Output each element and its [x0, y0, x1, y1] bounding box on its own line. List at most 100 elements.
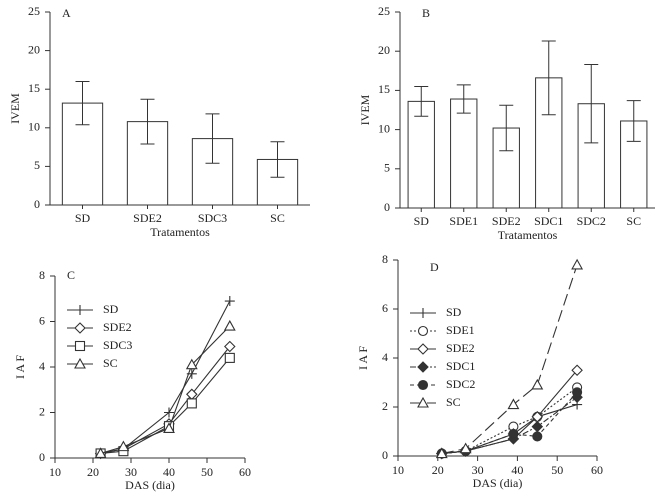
y-tick-label: 10 — [378, 121, 390, 135]
y-tick-label: 25 — [378, 4, 390, 18]
marker — [417, 379, 429, 391]
x-axis-label: Tratamentos — [498, 228, 558, 242]
marker — [417, 325, 429, 337]
x-tick-label: SD — [414, 214, 430, 228]
y-axis-label: I A F — [356, 346, 370, 370]
panel-label: A — [62, 6, 71, 20]
error-bar — [205, 113, 220, 164]
marker — [163, 422, 175, 433]
legend-label: SD — [103, 302, 119, 316]
y-tick-label: 20 — [378, 43, 390, 57]
x-tick-label: SD — [75, 211, 91, 225]
x-tick-label: 30 — [125, 465, 137, 479]
bar — [407, 100, 435, 209]
legend-label: SC — [446, 395, 461, 409]
x-tick-label: SDC1 — [534, 214, 563, 228]
y-tick-label: 10 — [28, 120, 40, 134]
error-bar — [499, 104, 514, 152]
marker — [185, 358, 198, 370]
y-tick-label: 4 — [382, 350, 388, 364]
error-bar — [414, 85, 429, 117]
axis — [399, 12, 655, 209]
legend-label: SDE2 — [103, 320, 132, 334]
x-tick-label: SDE2 — [133, 211, 162, 225]
y-tick-label: 0 — [34, 197, 40, 211]
marker — [223, 319, 236, 331]
series-line — [100, 357, 231, 454]
y-axis-label: IVEM — [358, 94, 372, 125]
error-bar — [541, 40, 556, 116]
marker — [117, 440, 130, 452]
marker — [508, 428, 519, 440]
marker — [531, 420, 544, 433]
marker — [571, 258, 584, 270]
x-tick-label: 40 — [163, 465, 175, 479]
marker — [435, 447, 448, 459]
error-bar — [456, 84, 471, 114]
marker — [74, 340, 86, 352]
marker — [417, 396, 429, 408]
x-tick-label: 20 — [432, 463, 444, 477]
legend-label: SDE2 — [446, 341, 475, 355]
marker — [74, 357, 86, 369]
marker — [532, 431, 543, 442]
marker — [94, 447, 107, 458]
x-tick-label: SDE2 — [492, 214, 521, 228]
marker — [572, 387, 583, 398]
y-tick-label: 8 — [39, 268, 45, 282]
x-tick-label: SDC2 — [577, 214, 606, 228]
x-tick-label: SC — [626, 214, 641, 228]
x-tick-label: 10 — [392, 463, 404, 477]
marker — [417, 361, 429, 373]
legend-label: SDE1 — [446, 323, 475, 337]
legend-label: SD — [446, 305, 462, 319]
y-tick-label: 8 — [382, 252, 388, 266]
y-tick-label: 15 — [28, 81, 40, 95]
y-tick-label: 6 — [382, 301, 388, 315]
x-tick-label: 30 — [472, 463, 484, 477]
legend-label: SC — [103, 356, 118, 370]
y-tick-label: 5 — [34, 158, 40, 172]
x-tick-label: 40 — [511, 463, 523, 477]
y-tick-label: 0 — [39, 450, 45, 464]
x-tick-label: SDE1 — [449, 214, 478, 228]
marker — [74, 322, 86, 334]
marker — [75, 305, 85, 315]
y-tick-label: 25 — [28, 4, 40, 18]
x-tick-label: 50 — [551, 463, 563, 477]
y-tick-label: 2 — [39, 404, 45, 418]
error-bar — [140, 98, 155, 145]
y-tick-label: 20 — [28, 42, 40, 56]
marker — [224, 340, 236, 353]
series-line — [100, 346, 231, 454]
y-tick-label: 0 — [384, 200, 390, 214]
marker — [417, 343, 429, 355]
series-line — [441, 386, 578, 455]
x-tick-label: SDC3 — [198, 211, 227, 225]
y-tick-label: 2 — [382, 399, 388, 413]
marker — [224, 296, 235, 307]
y-axis-label: I A F — [13, 355, 27, 379]
marker — [507, 398, 520, 410]
legend-label: SDC1 — [446, 359, 475, 373]
y-tick-label: 4 — [39, 359, 45, 373]
y-tick-label: 0 — [382, 448, 388, 462]
panel-label: C — [67, 268, 75, 282]
x-axis-label: DAS (dia) — [473, 476, 523, 490]
y-axis-label: IVEM — [8, 93, 22, 124]
bar — [450, 98, 478, 209]
x-axis-label: DAS (dia) — [125, 478, 175, 492]
panel-label: D — [430, 260, 439, 274]
y-tick-label: 6 — [39, 313, 45, 327]
legend-label: SDC2 — [446, 377, 475, 391]
marker — [224, 352, 235, 363]
panel-label: B — [422, 6, 430, 20]
y-tick-label: 5 — [384, 161, 390, 175]
x-tick-label: 60 — [239, 465, 251, 479]
x-tick-label: 60 — [591, 463, 603, 477]
axis — [397, 260, 597, 457]
error-bar — [75, 80, 90, 126]
error-bar — [270, 141, 285, 178]
x-tick-label: 50 — [201, 465, 213, 479]
